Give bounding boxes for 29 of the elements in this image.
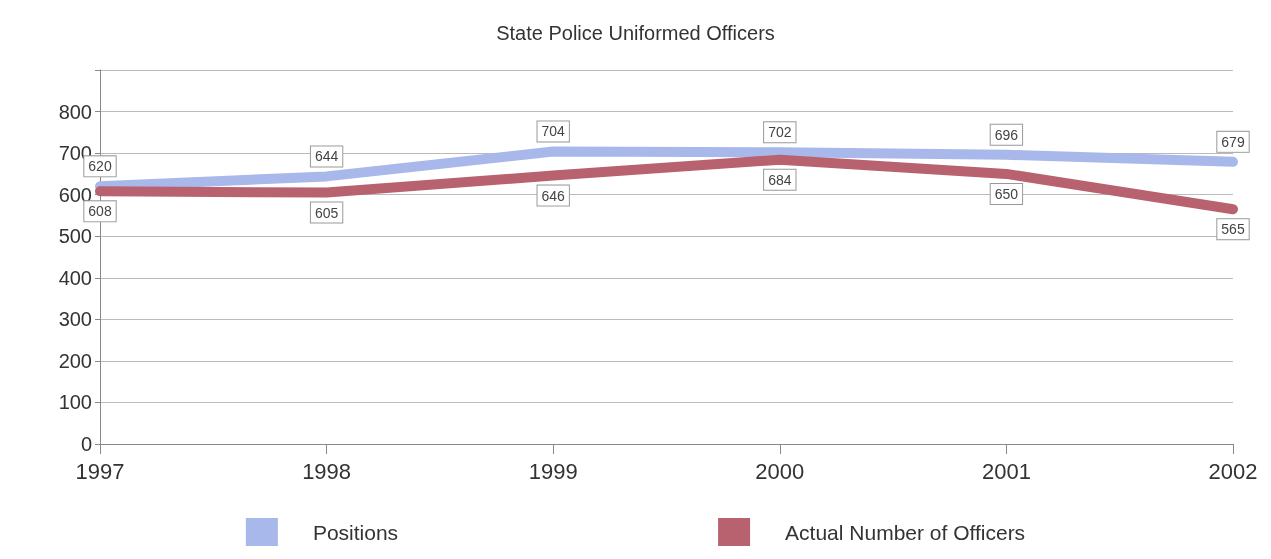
- y-tick-label: 400: [58, 266, 92, 289]
- legend-label: Actual Number of Officers: [785, 520, 1026, 544]
- data-label: 702: [768, 124, 792, 141]
- data-label: 696: [994, 126, 1019, 143]
- data-label: 608: [88, 203, 112, 220]
- x-tick-label: 2001: [981, 458, 1031, 484]
- data-label: 646: [541, 187, 566, 204]
- y-tick-label: 0: [80, 433, 92, 455]
- y-tick-label: 800: [58, 100, 92, 123]
- legend-label: Positions: [312, 520, 399, 544]
- y-tick-label: 600: [58, 183, 92, 206]
- x-tick-label: 1998: [302, 458, 352, 484]
- chart-title: State Police Uniformed Officers: [496, 22, 775, 44]
- data-label: 605: [314, 204, 339, 221]
- data-label: 644: [314, 148, 339, 165]
- data-label: 650: [994, 185, 1019, 202]
- y-tick-label: 500: [58, 225, 92, 248]
- data-label: 684: [768, 171, 792, 188]
- data-label: 679: [1221, 133, 1245, 150]
- x-tick-label: 1999: [528, 458, 578, 484]
- data-label: 704: [541, 123, 566, 140]
- data-label: 620: [88, 158, 112, 175]
- x-tick-label: 2002: [1208, 458, 1258, 484]
- y-tick-label: 200: [58, 349, 92, 372]
- y-tick-label: 100: [58, 391, 92, 414]
- data-label: 565: [1221, 221, 1245, 238]
- x-tick-label: 1997: [75, 458, 125, 484]
- x-tick-label: 2000: [755, 458, 805, 484]
- y-tick-label: 300: [58, 308, 92, 331]
